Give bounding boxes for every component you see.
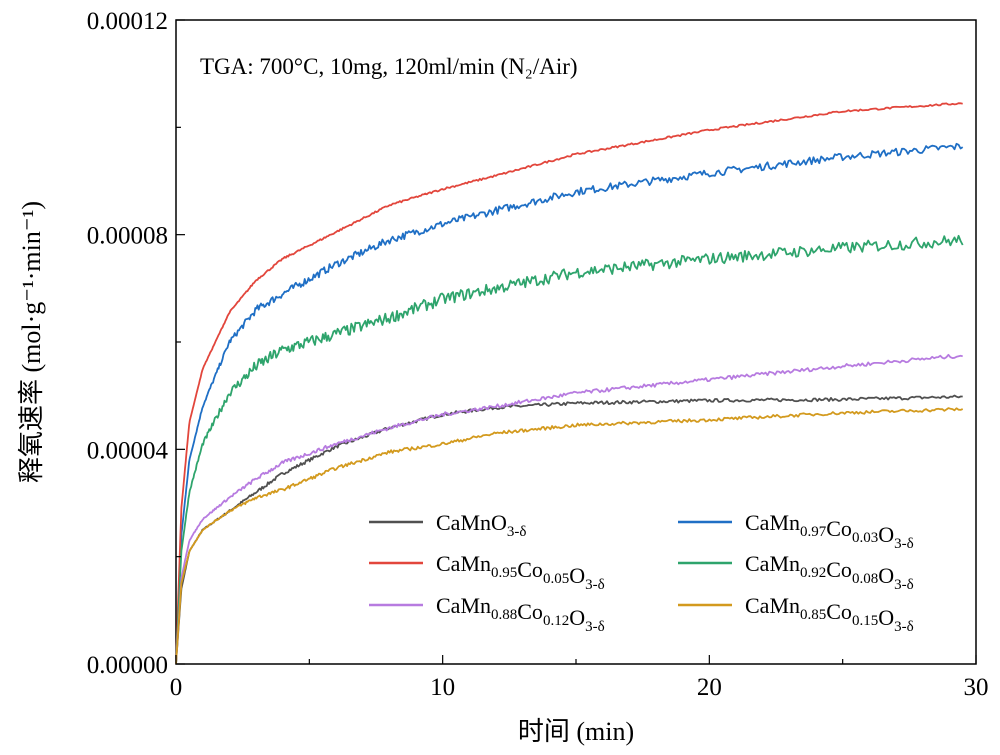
x-tick-label: 20	[697, 674, 722, 701]
y-tick-label: 0.00004	[87, 437, 169, 464]
y-tick-label: 0.00000	[87, 652, 168, 679]
legend-label: CaMnO3-δ	[436, 510, 526, 540]
legend-label: CaMn0.85Co0.15O3-δ	[745, 593, 914, 635]
legend: CaMnO3-δ CaMn0.97Co0.03O3-δ CaMn0.95Co0.05…	[369, 510, 914, 635]
ticks-layer: 0 10 20 30 0.00000 0.00004 0.00008 0.00012	[87, 8, 989, 701]
chart-annotation: TGA: 700°C, 10mg, 120ml/min (N₂/Air)	[200, 54, 578, 79]
legend-label: CaMn0.95Co0.05O3-δ	[436, 551, 605, 593]
y-tick-label: 0.00012	[87, 8, 168, 35]
legend-label: CaMn0.88Co0.12O3-δ	[436, 593, 605, 635]
legend-label: CaMn0.92Co0.08O3-δ	[745, 551, 914, 593]
x-axis-title: 时间 (min)	[518, 717, 634, 746]
legend-label: CaMn0.97Co0.03O3-δ	[745, 510, 914, 552]
y-axis-title: 释氧速率 (mol·g⁻¹·min⁻¹)	[17, 201, 46, 483]
x-tick-label: 0	[170, 674, 183, 701]
x-tick-label: 10	[430, 674, 455, 701]
x-tick-label: 30	[964, 674, 989, 701]
y-tick-label: 0.00008	[87, 223, 168, 250]
